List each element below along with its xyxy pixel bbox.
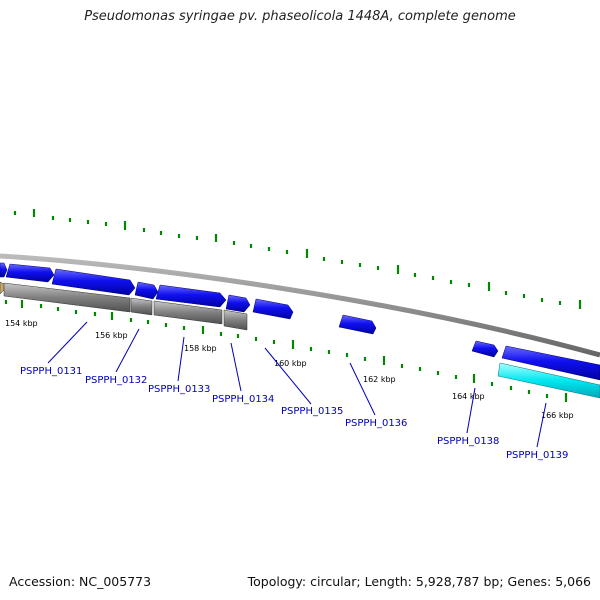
leader-line bbox=[177, 336, 185, 382]
gene-arrow[interactable] bbox=[501, 345, 600, 381]
pseudogene-bar[interactable] bbox=[3, 282, 131, 313]
leader-line bbox=[115, 328, 140, 373]
gene-labels[interactable]: PSPPH_0131 PSPPH_0132 PSPPH_0133 PSPPH_0… bbox=[20, 366, 568, 461]
pseudogene-bar[interactable] bbox=[153, 300, 223, 325]
gene-arrow[interactable] bbox=[471, 340, 499, 358]
pseudogene-bar[interactable] bbox=[130, 297, 153, 316]
outer-tick-ring bbox=[13, 209, 582, 309]
accession-text: Accession: NC_005773 bbox=[9, 574, 152, 589]
gene-label-pspph-0131[interactable]: PSPPH_0131 bbox=[20, 366, 82, 377]
gene-label-pspph-0136[interactable]: PSPPH_0136 bbox=[345, 418, 407, 429]
gene-highlight-cyan[interactable] bbox=[497, 362, 600, 399]
forward-strand-genes[interactable] bbox=[0, 262, 600, 381]
chromosome-backbone bbox=[0, 253, 600, 358]
gene-arrow[interactable] bbox=[252, 298, 294, 320]
gene-label-pspph-0135[interactable]: PSPPH_0135 bbox=[281, 406, 343, 417]
gene-arrow[interactable] bbox=[0, 262, 8, 278]
reverse-strand-genes[interactable] bbox=[0, 281, 600, 399]
scale-label: 158 kbp bbox=[184, 344, 217, 353]
scale-labels: 154 kbp 156 kbp 158 kbp 160 kbp 162 kbp … bbox=[5, 319, 574, 420]
gene-arrow[interactable] bbox=[155, 284, 227, 308]
scale-label: 166 kbp bbox=[541, 411, 574, 420]
gene-label-pspph-0133[interactable]: PSPPH_0133 bbox=[148, 384, 210, 395]
gene-label-pspph-0132[interactable]: PSPPH_0132 bbox=[85, 375, 147, 386]
gene-arrow[interactable] bbox=[51, 268, 136, 296]
gene-label-pspph-0138[interactable]: PSPPH_0138 bbox=[437, 436, 499, 447]
genome-summary-text: Topology: circular; Length: 5,928,787 bp… bbox=[247, 574, 591, 589]
leader-line bbox=[466, 387, 476, 434]
map-title: Pseudomonas syringae pv. phaseolicola 14… bbox=[84, 9, 516, 24]
leader-line bbox=[230, 342, 242, 392]
gene-segment-tan[interactable] bbox=[0, 281, 5, 295]
leader-line bbox=[349, 362, 376, 416]
gene-label-pspph-0139[interactable]: PSPPH_0139 bbox=[506, 450, 568, 461]
gene-arrow[interactable] bbox=[134, 281, 159, 300]
label-leader-lines bbox=[47, 321, 547, 448]
gene-arrow[interactable] bbox=[225, 294, 251, 313]
scale-label: 156 kbp bbox=[95, 331, 128, 340]
gene-arrow[interactable] bbox=[5, 263, 55, 283]
pseudogene-bar[interactable] bbox=[223, 309, 248, 331]
gene-arrow[interactable] bbox=[338, 314, 377, 335]
leader-line bbox=[536, 402, 547, 448]
leader-line bbox=[47, 321, 88, 364]
scale-label: 162 kbp bbox=[363, 375, 396, 384]
leader-line bbox=[264, 347, 312, 405]
scale-label: 160 kbp bbox=[274, 359, 307, 368]
inner-tick-ring bbox=[4, 300, 568, 402]
scale-label: 154 kbp bbox=[5, 319, 38, 328]
scale-label: 164 kbp bbox=[452, 392, 485, 401]
gene-label-pspph-0134[interactable]: PSPPH_0134 bbox=[212, 394, 274, 405]
